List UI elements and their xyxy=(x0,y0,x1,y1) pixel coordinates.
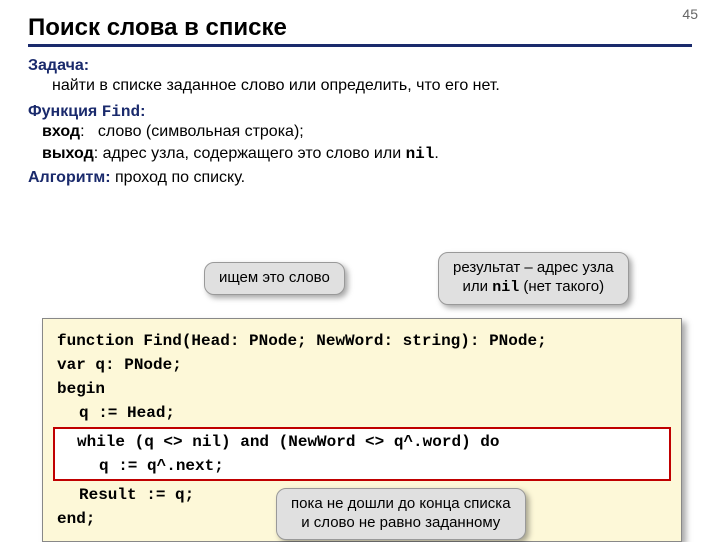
callout-right-line2: или nil (нет такого) xyxy=(453,278,614,298)
input-text: : слово (символьная строка); xyxy=(80,123,304,140)
algo-row: Алгоритм: проход по списку. xyxy=(28,169,692,187)
code-line-6: q := q^.next; xyxy=(77,454,665,478)
page-number: 45 xyxy=(682,6,698,22)
func-label-prefix: Функция xyxy=(28,103,102,120)
callout-bottom-line1: пока не дошли до конца списка xyxy=(291,495,511,514)
code-line-2: var q: PNode; xyxy=(57,353,667,377)
algo-text: проход по списку. xyxy=(111,169,246,186)
callout-bottom: пока не дошли до конца списка и слово не… xyxy=(276,488,526,540)
callout-right: результат – адрес узла или nil (нет тако… xyxy=(438,252,629,305)
slide-title: Поиск слова в списке xyxy=(28,14,692,42)
code-line-1: function Find(Head: PNode; NewWord: stri… xyxy=(57,329,667,353)
code-line-3: begin xyxy=(57,377,667,401)
func-label: Функция Find: xyxy=(28,103,692,121)
output-row: выход: адрес узла, содержащего это слово… xyxy=(42,145,692,163)
callout-right-post: (нет такого) xyxy=(519,278,604,295)
callout-bottom-line2: и слово не равно заданному xyxy=(291,514,511,533)
input-key: вход xyxy=(42,123,80,140)
output-suffix: . xyxy=(434,145,438,162)
func-name: Find xyxy=(102,103,140,121)
func-label-suffix: : xyxy=(140,103,145,120)
title-rule xyxy=(28,44,692,47)
callout-right-line1: результат – адрес узла xyxy=(453,259,614,278)
highlight-box: while (q <> nil) and (NewWord <> q^.word… xyxy=(53,427,671,481)
callout-right-mono: nil xyxy=(492,279,519,296)
callout-right-pre: или xyxy=(463,278,493,295)
output-key: выход xyxy=(42,145,94,162)
task-label: Задача: xyxy=(28,57,692,75)
code-line-4: q := Head; xyxy=(57,401,667,425)
input-row: вход: слово (символьная строка); xyxy=(42,123,692,141)
code-line-5: while (q <> nil) and (NewWord <> q^.word… xyxy=(77,430,665,454)
output-prefix: : адрес узла, содержащего это слово или xyxy=(94,145,406,162)
algo-label: Алгоритм: xyxy=(28,169,111,186)
output-nil: nil xyxy=(406,145,435,163)
callout-left: ищем это слово xyxy=(204,262,345,295)
task-text: найти в списке заданное слово или опреде… xyxy=(52,77,692,95)
